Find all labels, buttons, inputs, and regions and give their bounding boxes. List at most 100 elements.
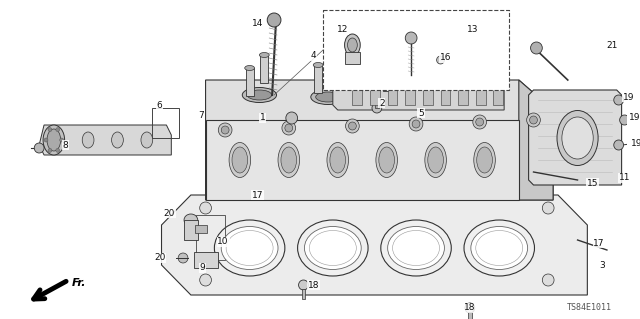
Circle shape	[473, 115, 486, 129]
Bar	[195, 225, 207, 233]
Circle shape	[56, 128, 60, 132]
Bar	[246, 68, 253, 96]
Bar	[196, 215, 225, 260]
Circle shape	[44, 138, 48, 142]
Bar	[405, 80, 415, 105]
Text: 18: 18	[464, 303, 476, 313]
Ellipse shape	[313, 63, 323, 68]
Bar	[388, 80, 397, 105]
Ellipse shape	[379, 147, 394, 173]
Ellipse shape	[465, 46, 475, 50]
Ellipse shape	[281, 147, 296, 173]
Bar	[476, 80, 486, 105]
Bar	[194, 252, 218, 268]
Ellipse shape	[243, 87, 276, 102]
Circle shape	[299, 280, 308, 290]
Text: 19: 19	[630, 138, 640, 147]
Circle shape	[286, 112, 298, 124]
Bar	[397, 50, 405, 78]
Ellipse shape	[464, 220, 534, 276]
Bar	[493, 80, 503, 105]
Polygon shape	[529, 90, 621, 185]
Circle shape	[346, 119, 359, 133]
Text: 12: 12	[337, 26, 348, 34]
Circle shape	[221, 126, 229, 134]
Bar	[152, 108, 179, 138]
Circle shape	[56, 148, 60, 152]
Ellipse shape	[392, 231, 440, 265]
Bar	[370, 80, 380, 105]
Circle shape	[200, 202, 211, 214]
Ellipse shape	[43, 125, 65, 155]
Text: 14: 14	[252, 19, 263, 27]
Bar	[468, 312, 472, 319]
Ellipse shape	[451, 57, 460, 63]
Text: 2: 2	[379, 99, 385, 108]
Bar	[383, 63, 390, 91]
Text: 10: 10	[218, 238, 229, 247]
Ellipse shape	[557, 110, 598, 166]
Ellipse shape	[311, 90, 345, 105]
Circle shape	[542, 202, 554, 214]
Ellipse shape	[278, 143, 300, 177]
Bar	[329, 52, 337, 80]
Bar	[323, 10, 509, 90]
Ellipse shape	[476, 231, 523, 265]
Ellipse shape	[428, 147, 444, 173]
Text: 9: 9	[200, 263, 205, 272]
Ellipse shape	[47, 129, 61, 151]
Ellipse shape	[471, 226, 527, 270]
Ellipse shape	[141, 132, 153, 148]
Ellipse shape	[396, 48, 406, 53]
Text: 19: 19	[623, 93, 634, 101]
Text: 1: 1	[259, 114, 265, 122]
Circle shape	[614, 95, 623, 105]
Text: 6: 6	[157, 100, 163, 109]
Ellipse shape	[344, 34, 360, 56]
Bar	[440, 80, 451, 105]
Circle shape	[349, 122, 356, 130]
Circle shape	[35, 143, 44, 153]
Circle shape	[218, 123, 232, 137]
Text: 11: 11	[619, 174, 630, 182]
Bar	[451, 60, 459, 88]
Ellipse shape	[316, 92, 340, 102]
Circle shape	[542, 274, 554, 286]
Ellipse shape	[82, 132, 94, 148]
Text: 4: 4	[310, 51, 316, 61]
Text: 19: 19	[628, 114, 640, 122]
Bar	[353, 80, 362, 105]
Circle shape	[285, 124, 292, 132]
Ellipse shape	[452, 96, 477, 106]
Ellipse shape	[327, 143, 349, 177]
Circle shape	[436, 56, 444, 64]
Text: 16: 16	[440, 54, 451, 63]
Bar	[423, 80, 433, 105]
Polygon shape	[205, 120, 519, 200]
Ellipse shape	[259, 53, 269, 57]
Circle shape	[412, 120, 420, 128]
Ellipse shape	[221, 226, 278, 270]
Text: 17: 17	[252, 190, 263, 199]
Text: 18: 18	[307, 280, 319, 290]
Circle shape	[268, 13, 281, 27]
Text: TS84E1011: TS84E1011	[567, 303, 612, 312]
Circle shape	[531, 42, 542, 54]
Ellipse shape	[328, 49, 338, 55]
Ellipse shape	[562, 117, 593, 159]
Ellipse shape	[226, 231, 273, 265]
Bar	[314, 65, 322, 93]
Ellipse shape	[309, 231, 356, 265]
Ellipse shape	[184, 214, 198, 226]
Circle shape	[178, 253, 188, 263]
Bar	[458, 80, 468, 105]
Text: 7: 7	[198, 110, 204, 120]
Text: 21: 21	[606, 41, 618, 50]
Circle shape	[527, 113, 540, 127]
Bar	[344, 52, 360, 64]
Ellipse shape	[298, 220, 368, 276]
Ellipse shape	[474, 143, 495, 177]
Bar	[184, 220, 198, 240]
Polygon shape	[519, 80, 553, 200]
Ellipse shape	[229, 143, 251, 177]
